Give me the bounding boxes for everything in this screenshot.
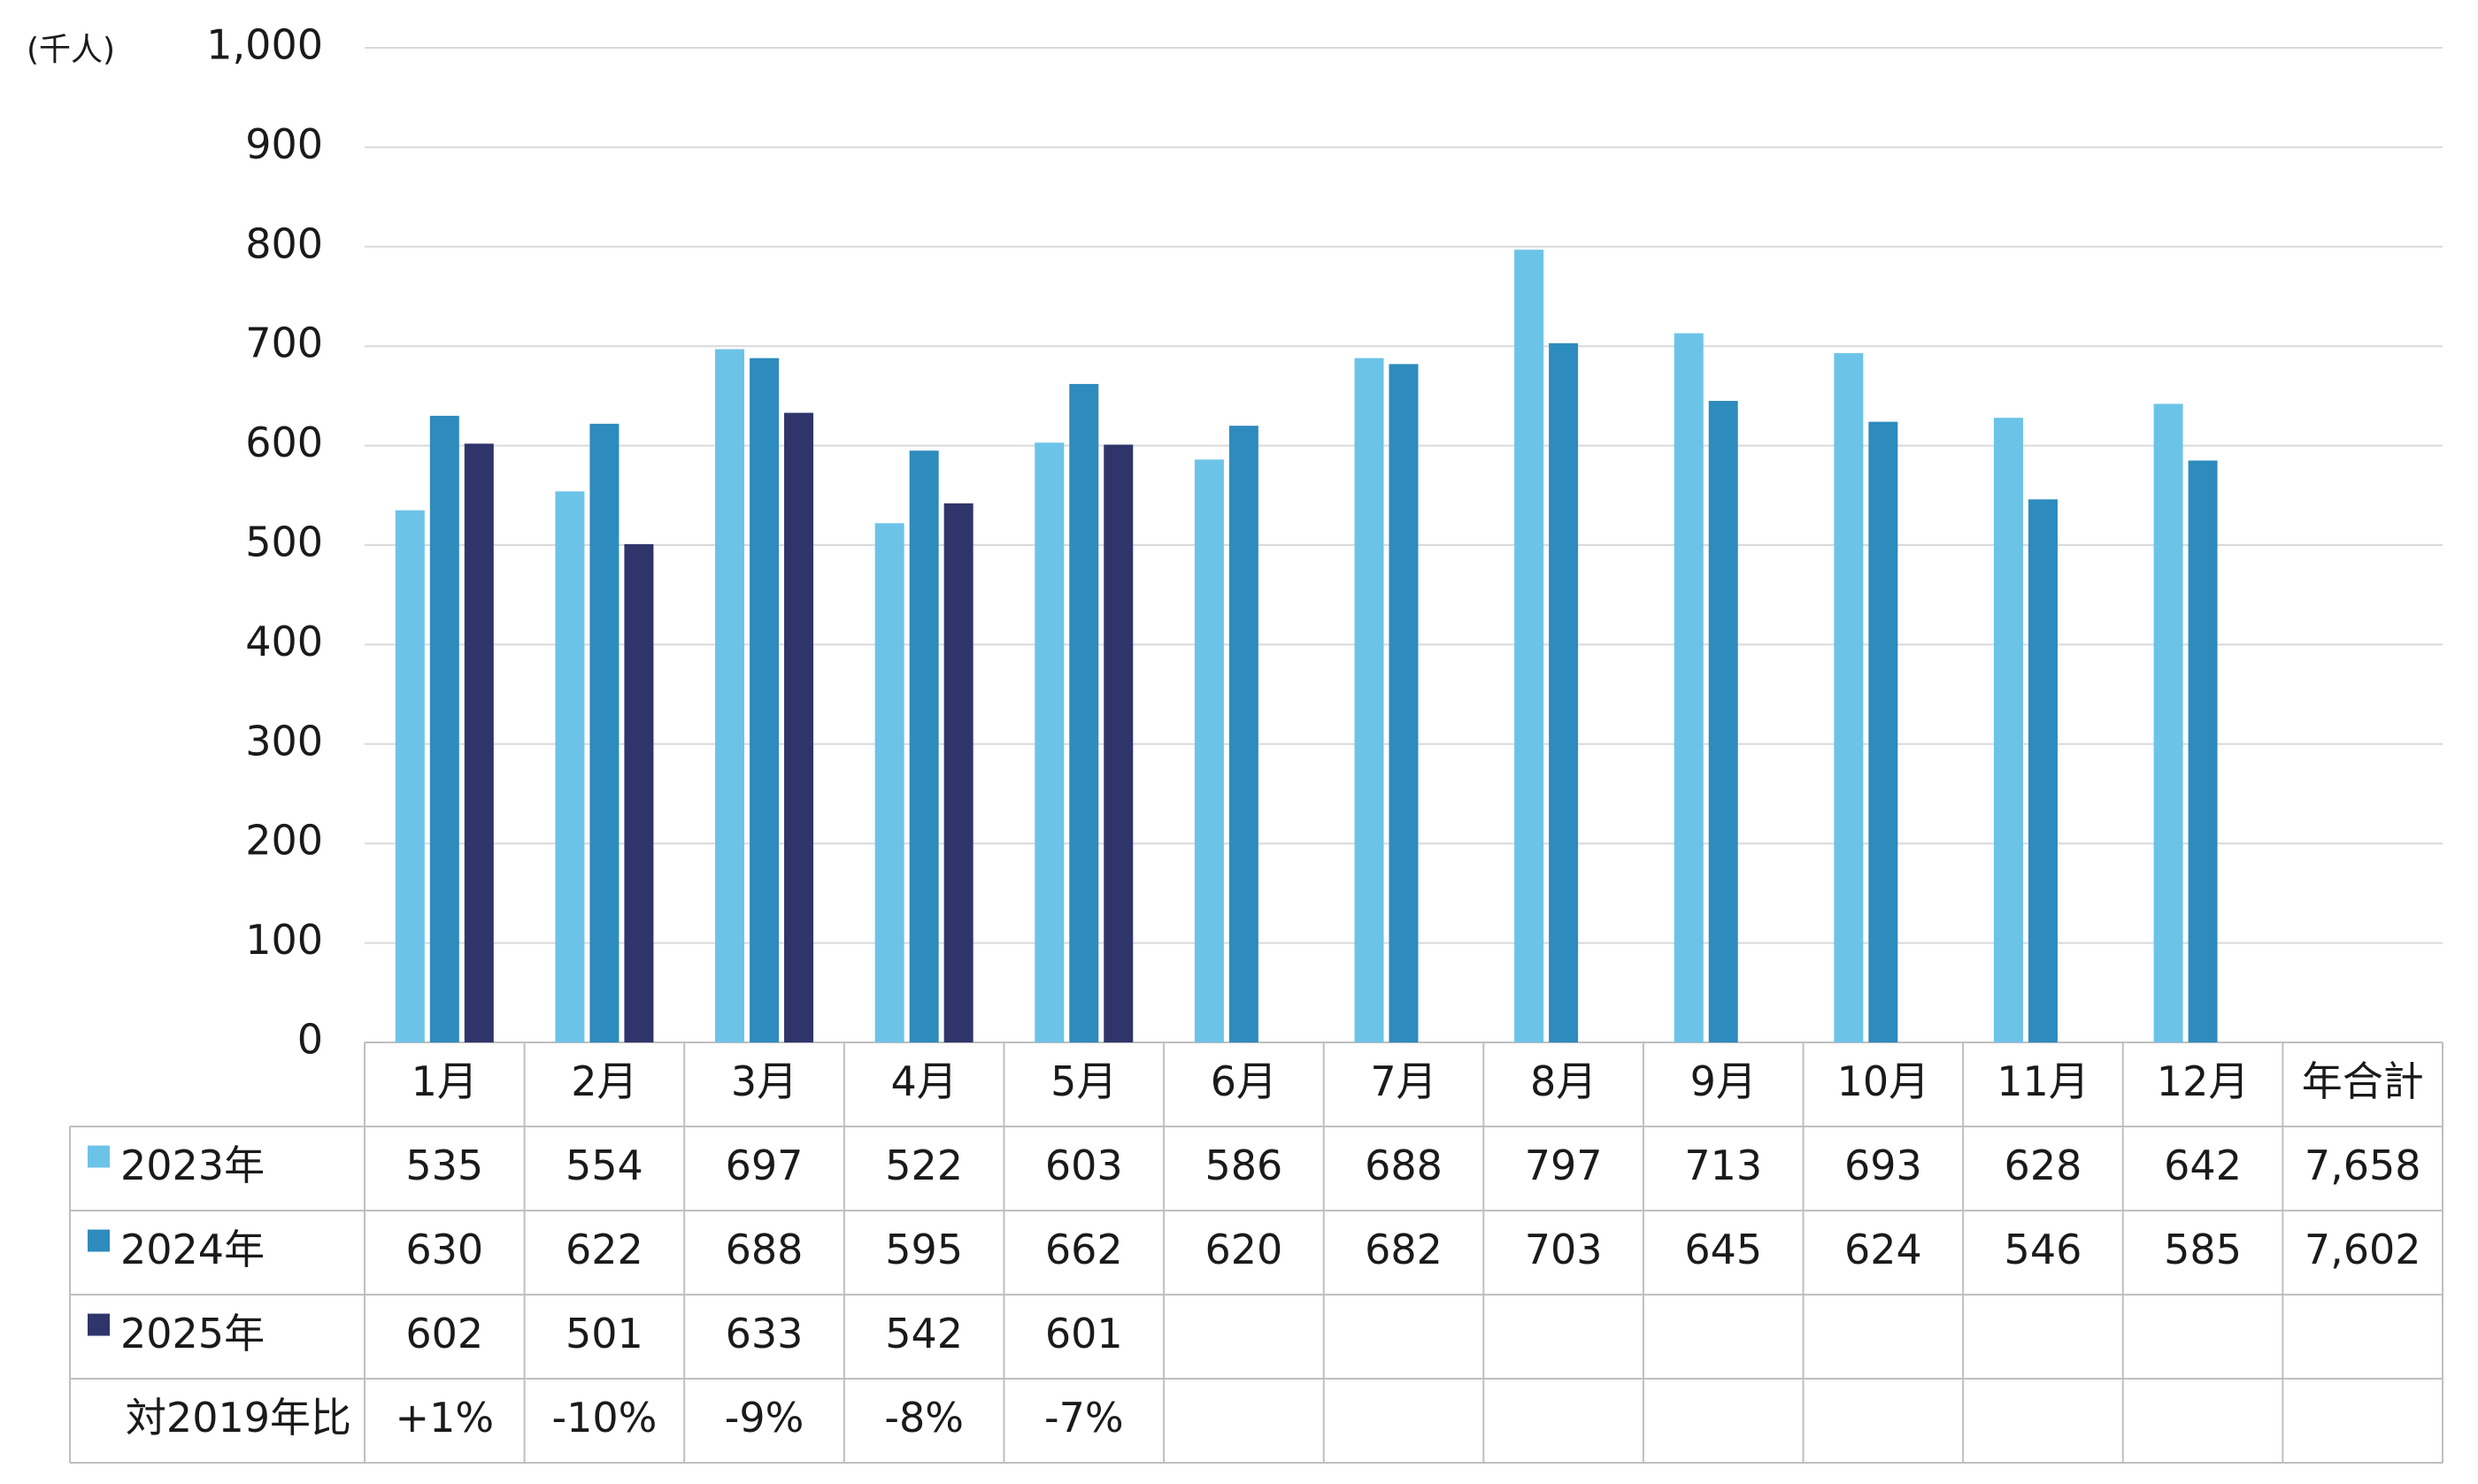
x-tick-label: 1月 (412, 1057, 478, 1105)
bar (1708, 401, 1738, 1042)
table-value: 602 (405, 1310, 483, 1357)
y-tick-label: 1,000 (206, 21, 323, 69)
table-value: 628 (2005, 1142, 2082, 1189)
bar (429, 415, 459, 1042)
table-value: 688 (1365, 1142, 1443, 1189)
table-value: 535 (405, 1142, 483, 1189)
table-value: 595 (885, 1226, 963, 1273)
x-tick-label: 3月 (731, 1057, 797, 1105)
y-tick-label: 0 (297, 1016, 323, 1064)
y-tick-label: 700 (245, 319, 323, 367)
bar (750, 358, 780, 1042)
table-value: 585 (2164, 1226, 2242, 1273)
legend-swatch (88, 1313, 110, 1336)
ratio-value: -7% (1044, 1394, 1124, 1442)
legend-label: 2024年 (120, 1226, 265, 1273)
table-value: 522 (885, 1142, 963, 1189)
table-value: 713 (1684, 1142, 1762, 1189)
x-tick-label: 5月 (1050, 1057, 1117, 1105)
y-tick-label: 900 (245, 120, 323, 168)
bar (909, 450, 939, 1043)
bar (874, 523, 904, 1042)
legend-swatch (88, 1145, 110, 1168)
table-value: 697 (726, 1142, 804, 1189)
table-value: 633 (726, 1310, 804, 1357)
table-value: 703 (1525, 1226, 1603, 1273)
y-tick-label: 600 (245, 419, 323, 466)
bar (1868, 421, 1898, 1042)
y-tick-label: 300 (245, 717, 323, 765)
legend-label: 2023年 (120, 1142, 265, 1189)
bar (715, 349, 745, 1042)
x-tick-label: 4月 (891, 1057, 958, 1105)
x-tick-label: 10月 (1837, 1057, 1930, 1105)
total-header: 年合計 (2302, 1057, 2424, 1105)
ratio-value: -9% (725, 1394, 804, 1442)
table-value: 693 (1844, 1142, 1922, 1189)
ratio-label: 対2019年比 (126, 1394, 351, 1442)
table-value: 688 (726, 1226, 804, 1273)
ratio-value: -10% (552, 1394, 658, 1442)
bar (1389, 364, 1419, 1042)
legend-swatch (88, 1229, 110, 1252)
bar (624, 543, 654, 1042)
x-tick-label: 6月 (1211, 1057, 1277, 1105)
bar (1514, 250, 1544, 1042)
bar (1549, 342, 1579, 1042)
bar (1228, 426, 1258, 1042)
y-tick-label: 800 (245, 219, 323, 267)
x-tick-label: 8月 (1530, 1057, 1597, 1105)
table-value: 662 (1045, 1226, 1123, 1273)
table-value: 586 (1204, 1142, 1282, 1189)
unit-label: (千人) (27, 32, 115, 68)
x-tick-label: 12月 (2157, 1057, 2250, 1105)
y-tick-label: 400 (245, 618, 323, 665)
table-total: 7,658 (2305, 1142, 2421, 1189)
bar (464, 443, 494, 1042)
bar (2028, 499, 2058, 1042)
bar (1069, 383, 1099, 1042)
bar (395, 510, 425, 1042)
bar (2153, 404, 2183, 1043)
table-value: 642 (2164, 1142, 2242, 1189)
bar (1674, 333, 1704, 1042)
table-value: 797 (1525, 1142, 1603, 1189)
table-value: 624 (1844, 1226, 1922, 1273)
ratio-value: -8% (884, 1394, 964, 1442)
bar (555, 491, 585, 1042)
table-value: 603 (1045, 1142, 1123, 1189)
bar (1104, 444, 1134, 1042)
bar (1354, 358, 1384, 1042)
legend-label: 2025年 (120, 1310, 265, 1357)
y-tick-label: 100 (245, 916, 323, 964)
bar (943, 503, 974, 1042)
table-value: 554 (566, 1142, 643, 1189)
table-value: 546 (2005, 1226, 2082, 1273)
table-value: 620 (1204, 1226, 1282, 1273)
y-tick-label: 500 (245, 519, 323, 566)
table-value: 601 (1045, 1310, 1123, 1357)
bar (1834, 353, 1864, 1042)
y-tick-label: 200 (245, 817, 323, 865)
bar (2188, 460, 2218, 1042)
table-value: 682 (1365, 1226, 1443, 1273)
table-value: 630 (405, 1226, 483, 1273)
x-tick-label: 11月 (1997, 1057, 2089, 1105)
bar (1993, 418, 2023, 1042)
bar (1035, 442, 1065, 1042)
x-tick-label: 9月 (1690, 1057, 1757, 1105)
table-total: 7,602 (2305, 1226, 2421, 1273)
table-value: 645 (1684, 1226, 1762, 1273)
table-value: 501 (566, 1310, 643, 1357)
bar (784, 412, 814, 1042)
ratio-value: +1% (396, 1394, 495, 1442)
bar (1194, 459, 1224, 1042)
bar (589, 423, 620, 1042)
table-value: 542 (885, 1310, 963, 1357)
table-value: 622 (566, 1226, 643, 1273)
x-tick-label: 7月 (1370, 1057, 1436, 1105)
x-tick-label: 2月 (571, 1057, 637, 1105)
